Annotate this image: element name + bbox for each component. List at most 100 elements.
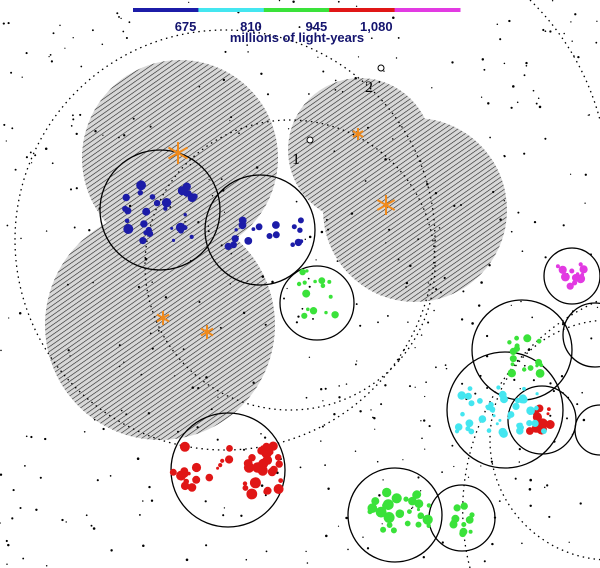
galaxy-point [170, 226, 174, 230]
star [525, 64, 528, 67]
galaxy-point [454, 423, 463, 431]
star [483, 560, 486, 563]
colorbar-tick-label: 675 [175, 19, 197, 34]
star [508, 19, 511, 23]
star [264, 323, 267, 326]
marker-ring [377, 64, 385, 72]
star [453, 204, 456, 208]
star [12, 489, 15, 492]
star [499, 218, 502, 221]
galaxy-point [230, 241, 238, 249]
star [125, 36, 128, 40]
star [549, 382, 552, 385]
star [263, 436, 267, 439]
star [421, 437, 423, 440]
star [549, 30, 552, 33]
galaxy-point [450, 519, 456, 525]
galaxy-point [122, 205, 129, 212]
star [548, 515, 551, 518]
galaxy-point [491, 409, 495, 413]
galaxy-point [526, 420, 533, 427]
star [196, 426, 199, 429]
star [374, 428, 376, 430]
star [11, 517, 14, 520]
galaxy-point [412, 490, 422, 499]
star [29, 151, 32, 154]
galaxy-point [507, 340, 512, 345]
star [498, 500, 501, 502]
star [238, 132, 240, 135]
star [177, 430, 179, 433]
star [518, 447, 521, 451]
galaxy-point [163, 206, 168, 211]
star [184, 220, 186, 223]
star [44, 437, 47, 441]
galaxy-point [561, 272, 570, 282]
star [384, 384, 387, 387]
star [207, 230, 210, 233]
cluster-circles [99, 149, 600, 563]
star [334, 79, 337, 82]
star [584, 173, 587, 176]
star [210, 408, 213, 411]
star [241, 259, 243, 261]
star [312, 317, 314, 320]
star [333, 150, 336, 153]
star [258, 25, 261, 28]
star [169, 206, 172, 208]
galaxy-point [380, 526, 387, 533]
star [528, 488, 532, 491]
galaxy-point [512, 402, 520, 410]
star [543, 486, 546, 489]
star [570, 21, 572, 23]
star [523, 152, 526, 155]
star [20, 237, 22, 240]
star [230, 116, 233, 119]
galaxy-point [545, 420, 555, 429]
star [490, 460, 494, 463]
star [219, 326, 222, 329]
star [354, 450, 357, 453]
star [362, 536, 364, 538]
star [301, 307, 304, 310]
star [383, 70, 385, 72]
galaxy-point [301, 312, 308, 319]
star [410, 507, 413, 510]
star [308, 93, 310, 95]
star [0, 473, 3, 476]
star [403, 348, 406, 351]
star [423, 419, 426, 422]
galaxy-point [571, 274, 580, 282]
star [438, 227, 441, 229]
galaxy-point [411, 501, 415, 505]
galaxy-point [267, 467, 277, 477]
galaxy-point [248, 454, 256, 462]
galaxy-point [183, 478, 189, 485]
star [385, 242, 387, 244]
galaxy-point [398, 510, 404, 516]
star [72, 37, 74, 39]
star [61, 518, 64, 522]
star [487, 102, 490, 105]
star [295, 200, 298, 203]
star [477, 304, 481, 307]
star [366, 547, 370, 550]
star [523, 364, 526, 367]
star [503, 200, 505, 202]
star [427, 282, 430, 284]
star [337, 0, 340, 3]
star [217, 396, 219, 398]
galaxy-point [464, 392, 472, 400]
galaxy-point [403, 496, 409, 502]
star [397, 358, 401, 361]
galaxy-point [290, 242, 296, 247]
star [138, 513, 141, 516]
colorbar-segment [263, 8, 330, 12]
star [513, 378, 516, 382]
star [338, 396, 341, 399]
star [562, 224, 565, 227]
star [79, 113, 82, 116]
star [44, 147, 48, 151]
star [8, 317, 10, 319]
